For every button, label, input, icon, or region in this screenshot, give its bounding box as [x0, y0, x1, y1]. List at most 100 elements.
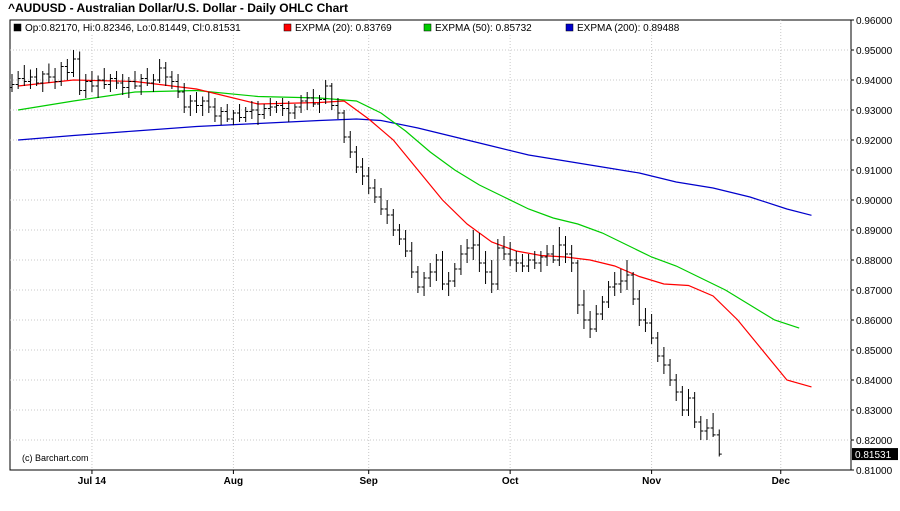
ohlc-bar	[458, 245, 464, 275]
ohlc-bar	[292, 104, 298, 119]
ohlc-bar	[538, 251, 544, 272]
ohlc-bar	[575, 260, 581, 314]
y-tick-label: 0.89000	[856, 226, 893, 237]
ohlc-bar	[378, 188, 384, 215]
ohlc-bar	[409, 242, 415, 278]
ohlc-bar	[273, 101, 279, 113]
ohlc-bar	[673, 374, 679, 401]
ohlc-bar	[132, 71, 138, 89]
legend-entry: Op:0.82170, Hi:0.82346, Lo:0.81449, Cl:0…	[25, 23, 241, 34]
y-tick-label: 0.84000	[856, 376, 893, 387]
ohlc-bar	[464, 239, 470, 263]
y-tick-label: 0.83000	[856, 406, 893, 417]
ohlc-bar	[335, 98, 341, 119]
ohlc-bar	[446, 272, 452, 296]
ohlc-bar	[390, 209, 396, 236]
ohlc-bar	[218, 107, 224, 125]
ohlc-bar	[636, 290, 642, 326]
ohlc-bar	[698, 416, 704, 440]
ohlc-bar	[667, 359, 673, 386]
y-tick-label: 0.95000	[856, 46, 893, 57]
ohlc-bar	[310, 89, 316, 107]
y-tick-label: 0.96000	[856, 16, 893, 27]
ohlc-bar	[704, 419, 710, 440]
ohlc-bar	[427, 263, 433, 287]
ohlc-bar	[347, 131, 353, 158]
ohlc-bar	[329, 83, 335, 110]
ohlc-bar	[46, 63, 52, 83]
y-tick-label: 0.87000	[856, 286, 893, 297]
y-tick-label: 0.85000	[856, 346, 893, 357]
ohlc-bar	[483, 251, 489, 284]
ohlc-bar	[519, 254, 525, 272]
ohlc-bar	[526, 254, 532, 272]
ohlc-bar	[298, 95, 304, 113]
ohlc-bar	[206, 92, 212, 113]
y-tick-label: 0.86000	[856, 316, 893, 327]
ohlc-bar	[120, 74, 126, 95]
legend-background	[11, 21, 531, 35]
ohlc-bar	[692, 392, 698, 428]
ohlc-bar	[593, 305, 599, 332]
ohlc-bar	[630, 272, 636, 305]
ohlc-bar	[507, 242, 513, 266]
ohlc-bar	[34, 68, 40, 86]
last-price-badge: 0.81531	[852, 448, 898, 461]
y-tick-label: 0.92000	[856, 136, 893, 147]
x-tick-label: Oct	[502, 476, 519, 487]
ohlc-bar	[101, 68, 107, 89]
y-tick-label: 0.81000	[856, 466, 893, 477]
ohlc-bar	[304, 92, 310, 110]
ohlc-bar	[532, 251, 538, 269]
y-tick-label: 0.94000	[856, 76, 893, 87]
ohlc-bars	[9, 50, 722, 457]
y-tick-label: 0.90000	[856, 196, 893, 207]
ohlc-bar	[569, 245, 575, 272]
legend-entry: EXPMA (20): 0.83769	[295, 23, 392, 34]
ohlc-bar	[138, 74, 144, 95]
ohlc-bar	[163, 62, 169, 86]
x-axis-ticks: Jul 14 Aug Sep Oct Nov Dec	[78, 470, 791, 487]
y-tick-label: 0.88000	[856, 256, 893, 267]
ohlc-bar	[353, 146, 359, 173]
ohlc-bar	[366, 167, 372, 194]
ohlc-bar	[224, 104, 230, 122]
ohlc-bar	[403, 230, 409, 257]
y-tick-label: 0.93000	[856, 106, 893, 117]
ohlc-bar	[360, 158, 366, 185]
legend-swatch	[13, 23, 22, 32]
ohlc-bar	[280, 98, 286, 116]
ohlc-bar	[624, 260, 630, 290]
legend-swatch	[423, 23, 432, 32]
ohlc-bar	[286, 101, 292, 122]
ohlc-bar	[230, 110, 236, 125]
ohlc-bar	[550, 245, 556, 263]
plot-area	[9, 19, 852, 471]
ohlc-bar	[150, 74, 156, 92]
ohlc-bar	[618, 269, 624, 293]
ohlc-bar	[440, 251, 445, 290]
ohlc-bar	[452, 263, 458, 287]
ohlc-bar	[581, 290, 587, 329]
legend-entry: EXPMA (50): 0.85732	[435, 23, 532, 34]
legend-entry: EXPMA (200): 0.89488	[577, 23, 680, 34]
x-tick-label: Dec	[772, 476, 791, 487]
ohlc-bar	[58, 62, 64, 86]
ohlc-bar	[341, 110, 347, 143]
ohlc-bar	[606, 281, 612, 308]
ohlc-bar	[89, 71, 95, 92]
ohlc-bar	[323, 80, 329, 104]
x-tick-label: Sep	[360, 476, 378, 487]
ohlc-bar	[194, 92, 199, 113]
ohlc-bar	[9, 74, 15, 92]
ohlc-bar	[267, 98, 273, 116]
ohlc-bar	[501, 236, 507, 260]
ohlc-bar	[686, 389, 691, 416]
ohlc-bar	[15, 71, 21, 89]
chart-title: ^AUDUSD - Australian Dollar/U.S. Dollar …	[8, 1, 348, 15]
expma-200-line	[18, 118, 812, 216]
ohlc-bar	[169, 71, 175, 89]
ohlc-bar	[144, 68, 150, 86]
ohlc-bar	[64, 59, 70, 80]
